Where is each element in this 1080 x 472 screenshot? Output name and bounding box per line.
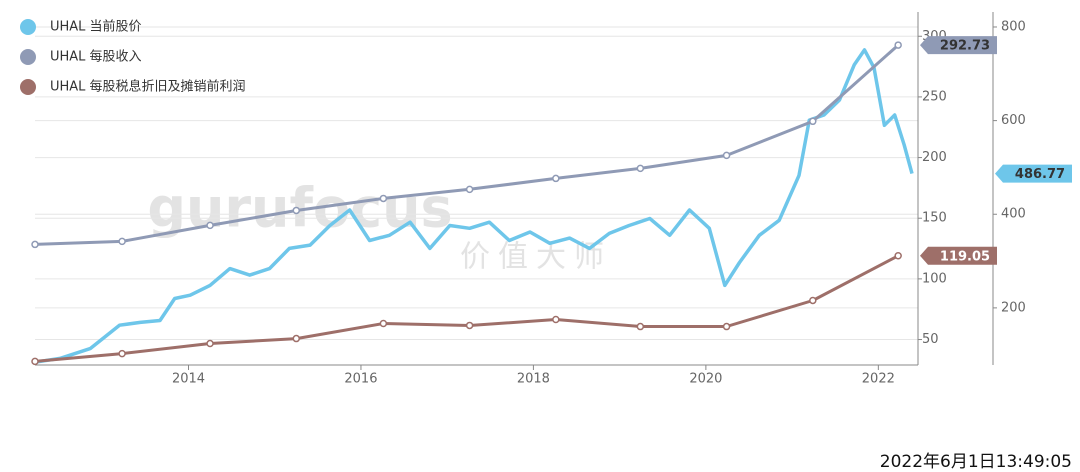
legend-label: UHAL 每股收入 xyxy=(50,49,142,65)
x-tick-label: 2020 xyxy=(689,372,722,387)
point xyxy=(292,334,301,343)
y2-tick-label: 200 xyxy=(1001,300,1026,315)
point xyxy=(722,322,731,331)
legend-label: UHAL 当前股价 xyxy=(50,19,142,35)
y2-tick-label: 400 xyxy=(1001,207,1026,222)
y2-tick-label: 800 xyxy=(1001,19,1026,34)
point xyxy=(809,296,817,305)
x-tick-label: 2014 xyxy=(172,372,205,387)
value-label: 292.73 xyxy=(940,39,990,54)
watermark: gurufocus xyxy=(147,177,452,240)
value-badge xyxy=(920,246,997,265)
legend-label: UHAL 每股税息折旧及摊销前利润 xyxy=(50,79,246,95)
y-tick-label: 250 xyxy=(922,89,947,104)
y2-tick-label: 600 xyxy=(1001,113,1026,128)
y-tick-label: 100 xyxy=(922,271,947,286)
value-label: 486.77 xyxy=(1015,167,1065,182)
point xyxy=(31,240,39,249)
point xyxy=(894,252,902,260)
y-tick-label: 200 xyxy=(922,150,947,165)
legend-marker xyxy=(20,49,36,65)
point xyxy=(894,41,902,49)
legend-marker xyxy=(20,79,36,95)
series-line xyxy=(34,48,914,364)
y-tick-label: 150 xyxy=(922,211,947,226)
point xyxy=(118,237,126,246)
value-label: 119.05 xyxy=(940,249,990,264)
x-tick-label: 2016 xyxy=(344,372,377,387)
point xyxy=(379,319,388,328)
x-tick-label: 2022 xyxy=(862,372,895,387)
value-badge xyxy=(920,36,997,55)
point xyxy=(292,206,301,215)
point xyxy=(636,164,645,173)
point xyxy=(118,349,126,358)
point xyxy=(552,315,560,324)
point xyxy=(379,194,388,203)
y-tick-label: 50 xyxy=(922,332,939,347)
legend-marker xyxy=(20,19,36,35)
timestamp: 2022年6月1日13:49:05 xyxy=(880,452,1072,472)
point xyxy=(31,357,39,366)
point xyxy=(636,322,645,331)
point xyxy=(206,339,214,348)
point xyxy=(465,185,474,194)
point xyxy=(722,151,731,160)
value-badge xyxy=(995,164,1072,183)
grid xyxy=(35,26,918,341)
point xyxy=(552,174,560,183)
point xyxy=(465,321,474,330)
point xyxy=(809,117,817,126)
watermark-subtitle: 价值大师 xyxy=(460,240,612,275)
point xyxy=(206,221,214,230)
x-tick-label: 2018 xyxy=(517,372,550,387)
